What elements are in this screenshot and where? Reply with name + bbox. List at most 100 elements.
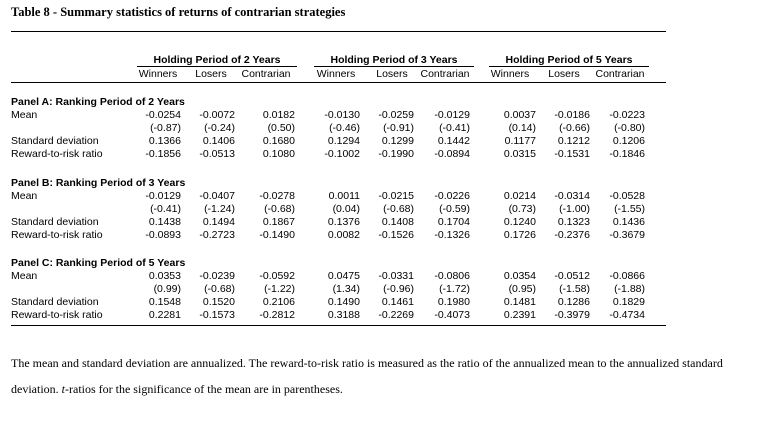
table-cell: -0.1326 xyxy=(434,229,470,241)
table-cell: -0.0407 xyxy=(199,190,235,202)
column-header: Contrarian xyxy=(420,68,470,80)
row-label: Reward-to-risk ratio xyxy=(11,229,103,241)
table-cell: -0.1526 xyxy=(378,229,414,241)
table-cell: 0.1481 xyxy=(503,296,536,308)
group-header: Holding Period of 3 Years xyxy=(330,54,458,66)
table-cell: 0.2281 xyxy=(148,309,181,321)
group-underline xyxy=(314,66,474,67)
table-cell: (-0.96) xyxy=(383,283,414,295)
table-cell: 0.1520 xyxy=(202,296,235,308)
table-cell: -0.0866 xyxy=(609,270,645,282)
table-cell: (-0.68) xyxy=(264,203,295,215)
column-header: Losers xyxy=(195,68,227,80)
table-cell: 0.2106 xyxy=(262,296,295,308)
table-cell: 0.1376 xyxy=(327,216,360,228)
table-cell: 0.0475 xyxy=(327,270,360,282)
table-top-rule xyxy=(11,31,666,32)
table-cell: (-1.22) xyxy=(264,283,295,295)
table-cell: 0.1323 xyxy=(557,216,590,228)
table-cell: -0.0072 xyxy=(199,109,235,121)
table-cell: -0.2812 xyxy=(259,309,295,321)
panel-title: Panel C: Ranking Period of 5 Years xyxy=(11,257,186,269)
table-cell: 0.1829 xyxy=(612,296,645,308)
table-cell: -0.1990 xyxy=(378,148,414,160)
table-cell: 0.0182 xyxy=(262,109,295,121)
table-cell: -0.1573 xyxy=(199,309,235,321)
table-cell: (-0.87) xyxy=(150,122,181,134)
table-cell: 0.1299 xyxy=(381,135,414,147)
table-cell: -0.0512 xyxy=(554,270,590,282)
table-cell: -0.2723 xyxy=(199,229,235,241)
table-cell: -0.1531 xyxy=(554,148,590,160)
table-cell: -0.3979 xyxy=(554,309,590,321)
table-cell: -0.0278 xyxy=(259,190,295,202)
table-cell: -0.0513 xyxy=(199,148,235,160)
table-cell: (-1.00) xyxy=(559,203,590,215)
panel-title: Panel A: Ranking Period of 2 Years xyxy=(11,96,185,108)
table-cell: 0.0082 xyxy=(327,229,360,241)
table-cell: 0.2391 xyxy=(503,309,536,321)
table-cell: -0.0239 xyxy=(199,270,235,282)
table-cell: 0.1548 xyxy=(148,296,181,308)
table-cell: 0.1294 xyxy=(327,135,360,147)
table-cell: -0.2376 xyxy=(554,229,590,241)
row-label: Standard deviation xyxy=(11,296,99,308)
table-cell: -0.0528 xyxy=(609,190,645,202)
row-label: Standard deviation xyxy=(11,135,99,147)
column-header: Contrarian xyxy=(241,68,291,80)
table-cell: -0.0215 xyxy=(378,190,414,202)
column-header: Losers xyxy=(548,68,580,80)
table-cell: 0.1867 xyxy=(262,216,295,228)
table-cell: 0.1206 xyxy=(612,135,645,147)
table-cell: 0.1406 xyxy=(202,135,235,147)
table-cell: -0.4073 xyxy=(434,309,470,321)
table-cell: -0.0186 xyxy=(554,109,590,121)
table-cell: (-0.59) xyxy=(439,203,470,215)
table-cell: -0.0331 xyxy=(378,270,414,282)
table-cell: (0.95) xyxy=(508,283,536,295)
table-cell: (-1.88) xyxy=(614,283,645,295)
table-note: The mean and standard deviation are annu… xyxy=(11,350,771,402)
table-cell: (0.50) xyxy=(267,122,295,134)
table-cell: 0.1704 xyxy=(437,216,470,228)
table-cell: 0.0315 xyxy=(503,148,536,160)
column-header: Winners xyxy=(490,68,530,80)
table-cell: 0.1366 xyxy=(148,135,181,147)
table-cell: -0.4734 xyxy=(609,309,645,321)
note-t-symbol: t xyxy=(61,382,65,396)
table-cell: 0.1726 xyxy=(503,229,536,241)
table-bottom-rule xyxy=(11,325,666,326)
table-cell: -0.1002 xyxy=(324,148,360,160)
table-cell: -0.0314 xyxy=(554,190,590,202)
table-cell: 0.1436 xyxy=(612,216,645,228)
table-cell: (-1.55) xyxy=(614,203,645,215)
table-cell: 0.0011 xyxy=(328,190,360,202)
row-label: Mean xyxy=(11,190,38,202)
table-cell: 0.1461 xyxy=(381,296,414,308)
table-cell: (1.34) xyxy=(332,283,360,295)
table-cell: (-0.24) xyxy=(204,122,235,134)
table-cell: -0.0129 xyxy=(434,109,470,121)
table-cell: 0.3188 xyxy=(327,309,360,321)
group-header: Holding Period of 2 Years xyxy=(153,54,281,66)
table-cell: -0.0259 xyxy=(378,109,414,121)
row-label: Reward-to-risk ratio xyxy=(11,309,103,321)
table-cell: (0.14) xyxy=(508,122,536,134)
group-header: Holding Period of 5 Years xyxy=(505,54,633,66)
table-cell: -0.2269 xyxy=(378,309,414,321)
table-cell: 0.0353 xyxy=(148,270,181,282)
note-text-part2: -ratios for the significance of the mean… xyxy=(65,382,343,396)
table-cell: 0.1240 xyxy=(503,216,536,228)
column-header: Winners xyxy=(316,68,356,80)
table-cell: 0.1442 xyxy=(437,135,470,147)
table-title: Table 8 - Summary statistics of returns … xyxy=(11,5,346,19)
table-cell: 0.1080 xyxy=(262,148,295,160)
table-cell: -0.1846 xyxy=(609,148,645,160)
table-cell: -0.0129 xyxy=(145,190,181,202)
table-cell: (0.73) xyxy=(508,203,536,215)
table-cell: 0.1286 xyxy=(557,296,590,308)
table-cell: (-0.41) xyxy=(439,122,470,134)
row-label: Mean xyxy=(11,109,38,121)
table-cell: -0.0226 xyxy=(434,190,470,202)
table-cell: -0.1490 xyxy=(259,229,295,241)
